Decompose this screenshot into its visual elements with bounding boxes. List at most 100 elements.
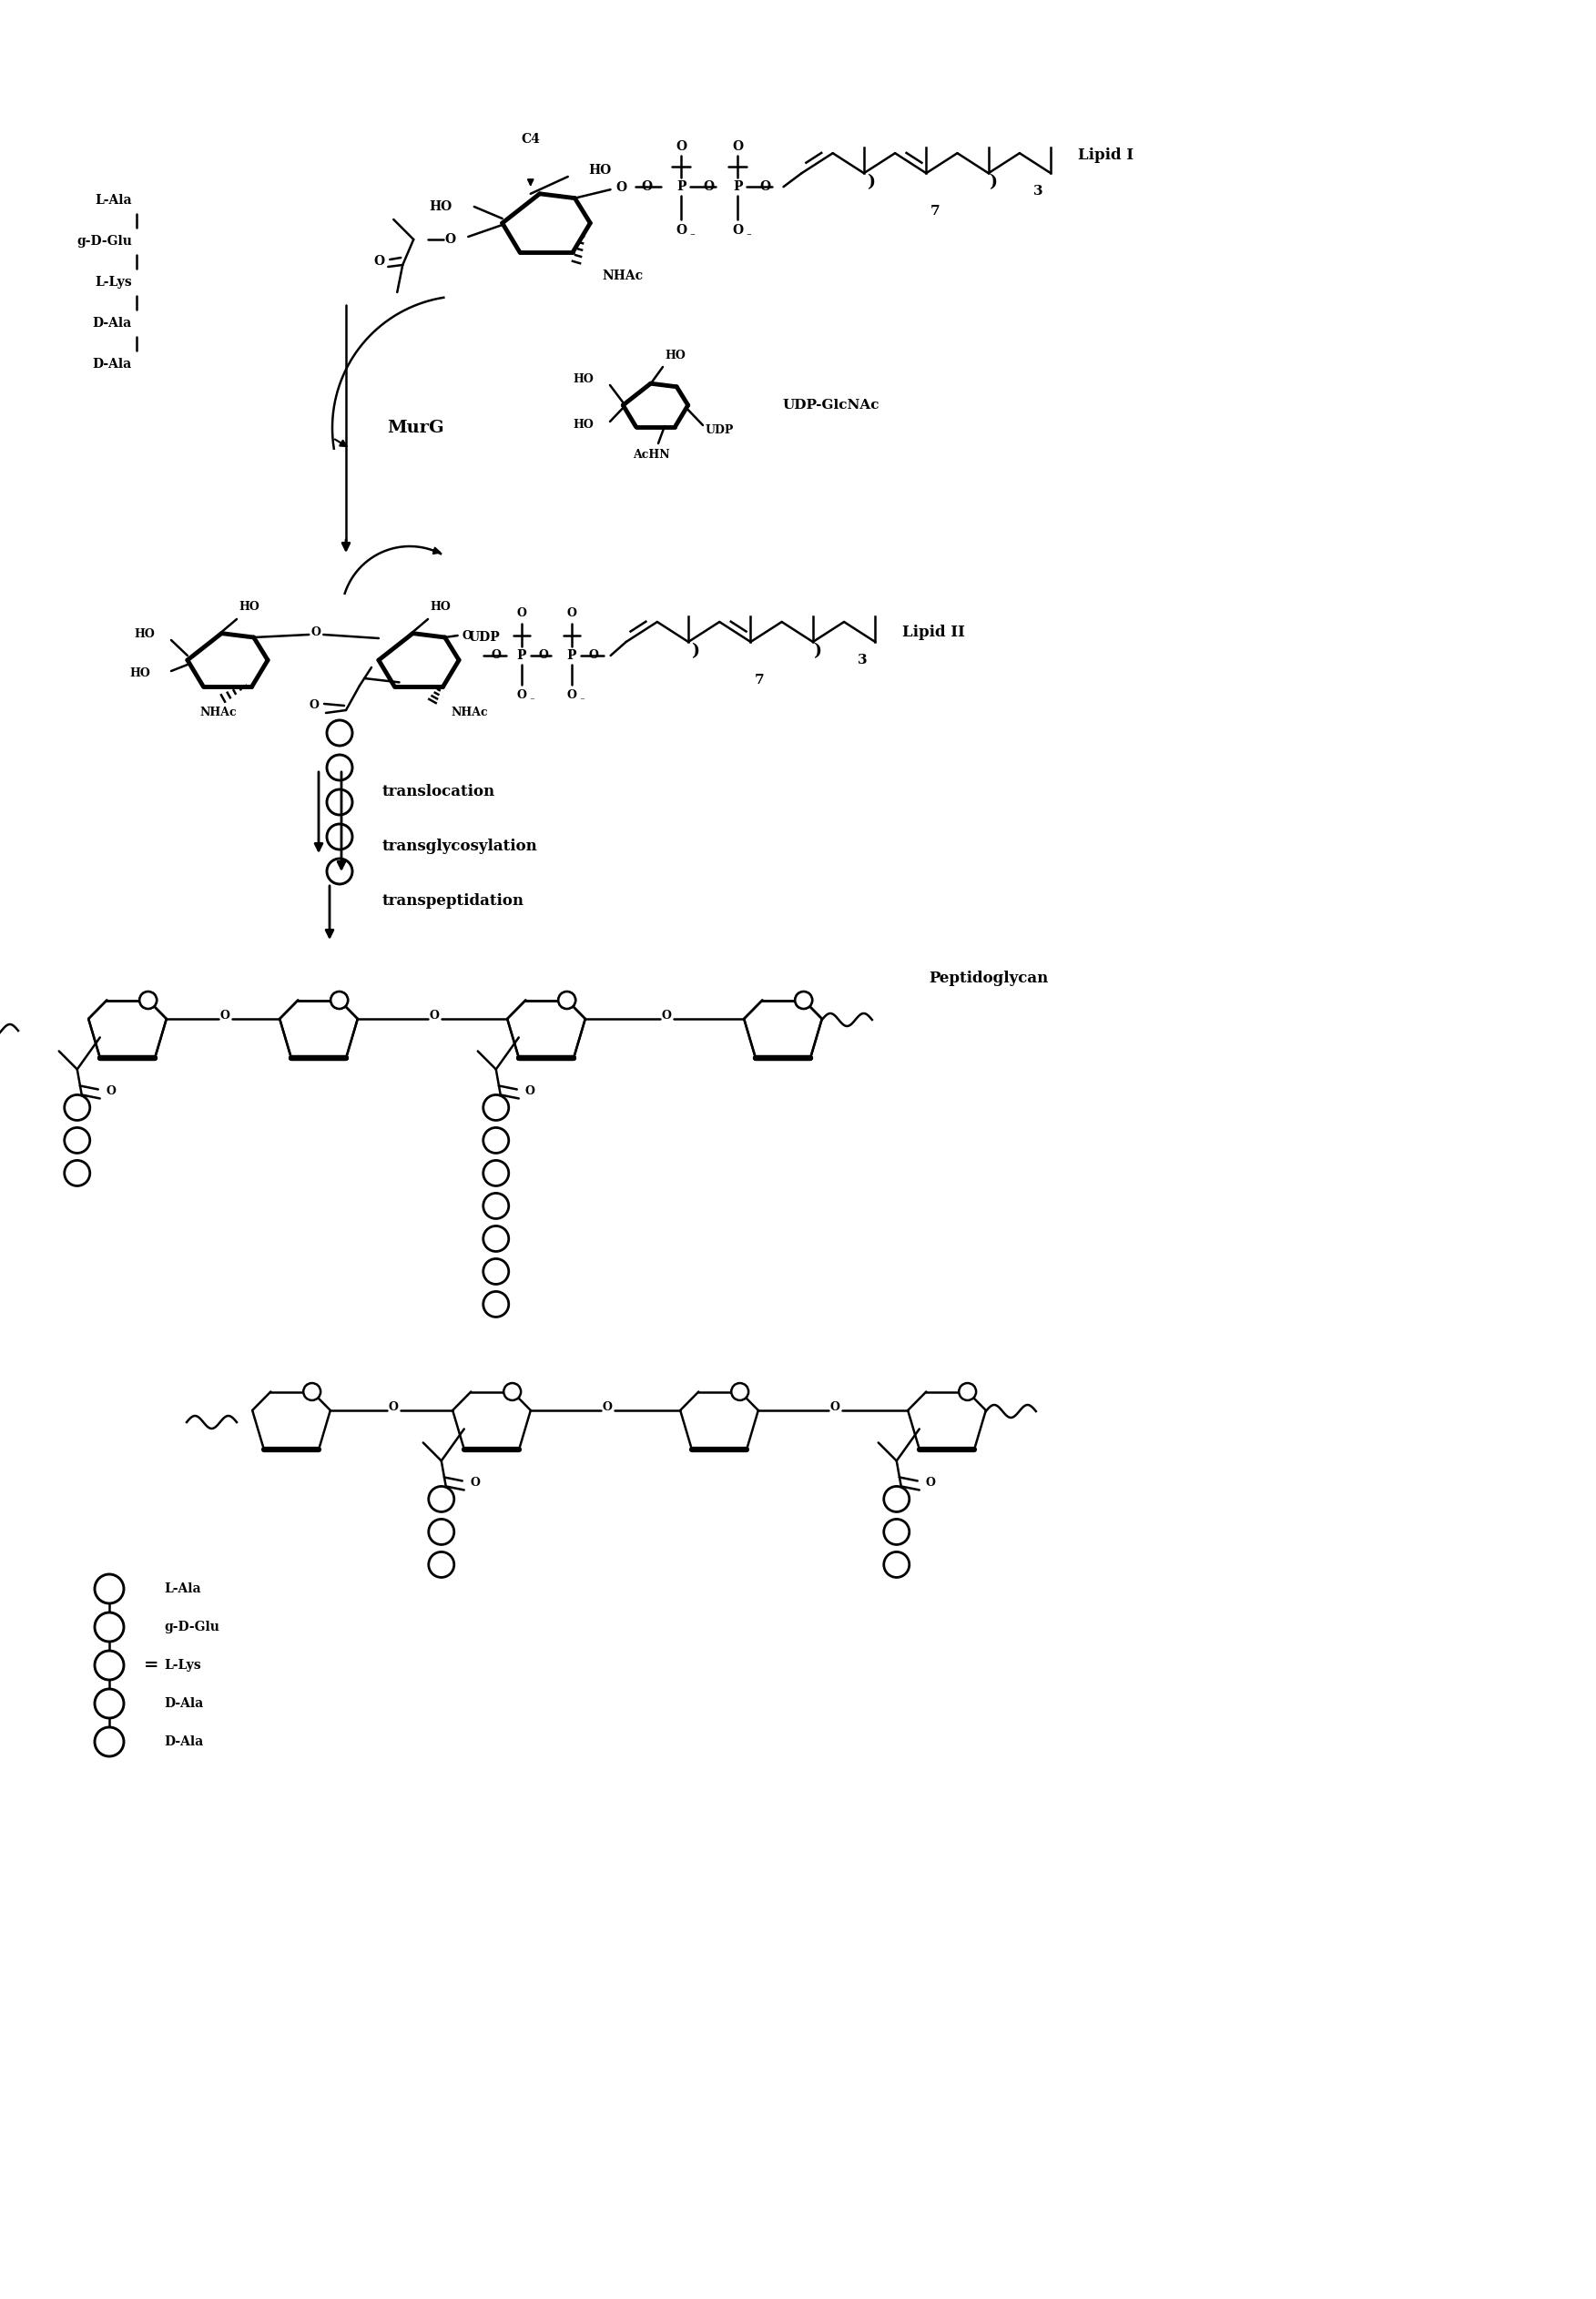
Text: UDP: UDP bbox=[469, 630, 501, 644]
Circle shape bbox=[559, 991, 576, 1009]
Circle shape bbox=[64, 1094, 89, 1120]
Text: O: O bbox=[461, 630, 472, 641]
Circle shape bbox=[559, 991, 576, 1009]
Circle shape bbox=[94, 1651, 124, 1681]
Text: D-Ala: D-Ala bbox=[164, 1697, 203, 1710]
Text: D-Ala: D-Ala bbox=[164, 1736, 203, 1747]
Text: O: O bbox=[760, 179, 771, 193]
Text: 7: 7 bbox=[755, 674, 764, 687]
Text: ): ) bbox=[867, 175, 875, 191]
Text: 3: 3 bbox=[857, 653, 867, 667]
Circle shape bbox=[795, 991, 812, 1009]
Text: O: O bbox=[567, 607, 576, 621]
Text: O: O bbox=[616, 182, 627, 193]
Circle shape bbox=[484, 1127, 509, 1154]
Circle shape bbox=[429, 1520, 455, 1545]
Text: HO: HO bbox=[429, 602, 450, 614]
Text: O: O bbox=[589, 651, 598, 662]
Text: Lipid I: Lipid I bbox=[1077, 147, 1133, 163]
Circle shape bbox=[504, 1384, 520, 1400]
Text: UDP-GlcNAc: UDP-GlcNAc bbox=[784, 398, 879, 412]
Text: O: O bbox=[733, 225, 744, 237]
Circle shape bbox=[64, 1127, 89, 1154]
Text: L-Ala: L-Ala bbox=[164, 1582, 201, 1596]
Text: L-Lys: L-Lys bbox=[94, 276, 132, 290]
Text: NHAc: NHAc bbox=[602, 269, 643, 283]
Text: O: O bbox=[517, 690, 527, 701]
Text: O: O bbox=[444, 232, 455, 246]
Text: g-D-Glu: g-D-Glu bbox=[164, 1621, 219, 1632]
Text: O: O bbox=[677, 225, 686, 237]
Circle shape bbox=[959, 1384, 977, 1400]
Text: AcHN: AcHN bbox=[632, 448, 669, 462]
Text: Peptidoglycan: Peptidoglycan bbox=[929, 970, 1049, 986]
Text: ): ) bbox=[990, 175, 998, 191]
Text: 7: 7 bbox=[930, 205, 940, 218]
Circle shape bbox=[484, 1260, 509, 1285]
Text: O: O bbox=[105, 1085, 117, 1097]
Text: HO: HO bbox=[429, 200, 452, 214]
Text: HO: HO bbox=[238, 602, 259, 614]
Text: transpeptidation: transpeptidation bbox=[383, 894, 525, 908]
Text: 3: 3 bbox=[1033, 184, 1042, 198]
Text: HO: HO bbox=[573, 418, 594, 432]
Circle shape bbox=[884, 1520, 910, 1545]
Circle shape bbox=[484, 1225, 509, 1251]
Text: O: O bbox=[373, 255, 385, 267]
Text: O: O bbox=[471, 1476, 480, 1490]
Text: O: O bbox=[926, 1476, 935, 1490]
Text: ): ) bbox=[691, 644, 699, 660]
Text: O: O bbox=[677, 140, 686, 154]
Text: O: O bbox=[704, 179, 715, 193]
Circle shape bbox=[731, 1384, 749, 1400]
Text: HO: HO bbox=[129, 667, 150, 681]
Circle shape bbox=[94, 1727, 124, 1756]
Text: =: = bbox=[144, 1658, 160, 1674]
Text: O: O bbox=[311, 628, 321, 639]
Text: O: O bbox=[567, 690, 576, 701]
Circle shape bbox=[484, 1193, 509, 1218]
Text: D-Ala: D-Ala bbox=[93, 359, 132, 370]
Circle shape bbox=[484, 1094, 509, 1120]
Text: O: O bbox=[429, 1009, 439, 1023]
Text: O: O bbox=[602, 1402, 613, 1414]
Text: ): ) bbox=[814, 644, 822, 660]
Circle shape bbox=[429, 1552, 455, 1577]
Circle shape bbox=[484, 1292, 509, 1317]
Circle shape bbox=[139, 991, 156, 1009]
Text: MurG: MurG bbox=[386, 421, 444, 437]
Text: O: O bbox=[220, 1009, 230, 1023]
Text: L-Lys: L-Lys bbox=[164, 1660, 201, 1671]
Text: O: O bbox=[388, 1402, 399, 1414]
Text: O: O bbox=[642, 179, 653, 193]
Text: HO: HO bbox=[664, 349, 685, 361]
Text: O: O bbox=[310, 699, 319, 713]
Text: O: O bbox=[517, 607, 527, 621]
Text: transglycosylation: transglycosylation bbox=[383, 839, 538, 855]
Text: ⁻: ⁻ bbox=[530, 697, 535, 706]
Text: L-Ala: L-Ala bbox=[96, 193, 132, 207]
Text: O: O bbox=[538, 651, 547, 662]
Text: HO: HO bbox=[573, 375, 594, 386]
Text: P: P bbox=[733, 179, 742, 193]
Text: NHAc: NHAc bbox=[450, 708, 488, 720]
Circle shape bbox=[94, 1690, 124, 1717]
Text: P: P bbox=[567, 648, 576, 662]
Circle shape bbox=[330, 991, 348, 1009]
Text: HO: HO bbox=[589, 163, 611, 177]
Circle shape bbox=[884, 1552, 910, 1577]
Text: P: P bbox=[517, 648, 527, 662]
Text: translocation: translocation bbox=[383, 784, 495, 800]
Text: O: O bbox=[525, 1085, 535, 1097]
Circle shape bbox=[303, 1384, 321, 1400]
Circle shape bbox=[429, 1487, 455, 1513]
Text: ⁻: ⁻ bbox=[747, 230, 752, 241]
Circle shape bbox=[330, 991, 348, 1009]
Text: O: O bbox=[492, 651, 501, 662]
Text: O: O bbox=[661, 1009, 672, 1023]
Text: D-Ala: D-Ala bbox=[93, 317, 132, 329]
Text: ⁻: ⁻ bbox=[689, 230, 696, 241]
Text: O: O bbox=[830, 1402, 839, 1414]
Text: HO: HO bbox=[134, 628, 155, 641]
Text: UDP: UDP bbox=[705, 425, 734, 437]
